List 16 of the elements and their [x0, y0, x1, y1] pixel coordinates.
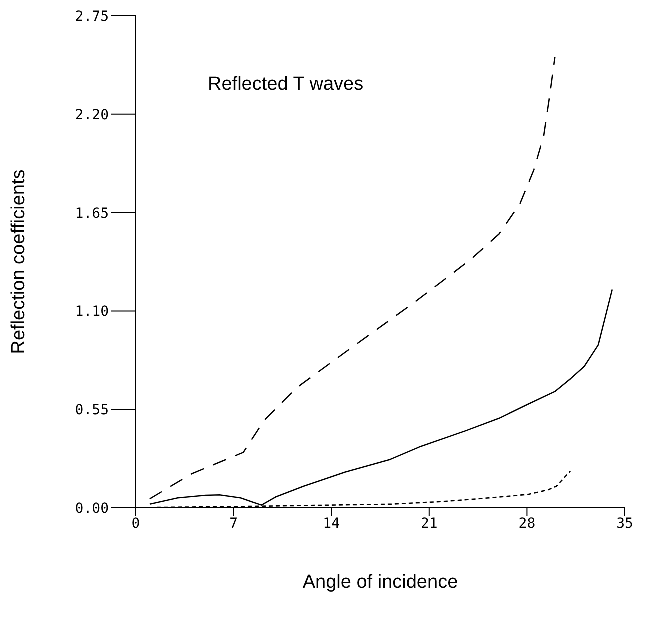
x-tick-label: 35 — [616, 516, 634, 532]
y-axis-title: Reflection coefficients — [8, 170, 30, 354]
y-tick-label: 0.00 — [75, 500, 109, 517]
line-series — [149, 56, 556, 500]
y-tick-label: 1.10 — [75, 304, 109, 320]
y-tick-label: 2.20 — [75, 107, 109, 124]
x-tick-label: 14 — [323, 516, 340, 532]
y-tick-label: 1.65 — [75, 206, 109, 222]
y-tick-label: 2.75 — [75, 8, 109, 25]
y-tick-label: 0.55 — [75, 402, 109, 419]
x-tick-label: 7 — [230, 516, 238, 532]
annotation: Reflected T waves — [208, 74, 364, 96]
x-axis-title: Angle of incidence — [302, 572, 458, 593]
x-tick-label: 21 — [420, 516, 438, 532]
x-tick-label: 28 — [518, 516, 536, 532]
x-tick-label: 0 — [132, 516, 140, 532]
